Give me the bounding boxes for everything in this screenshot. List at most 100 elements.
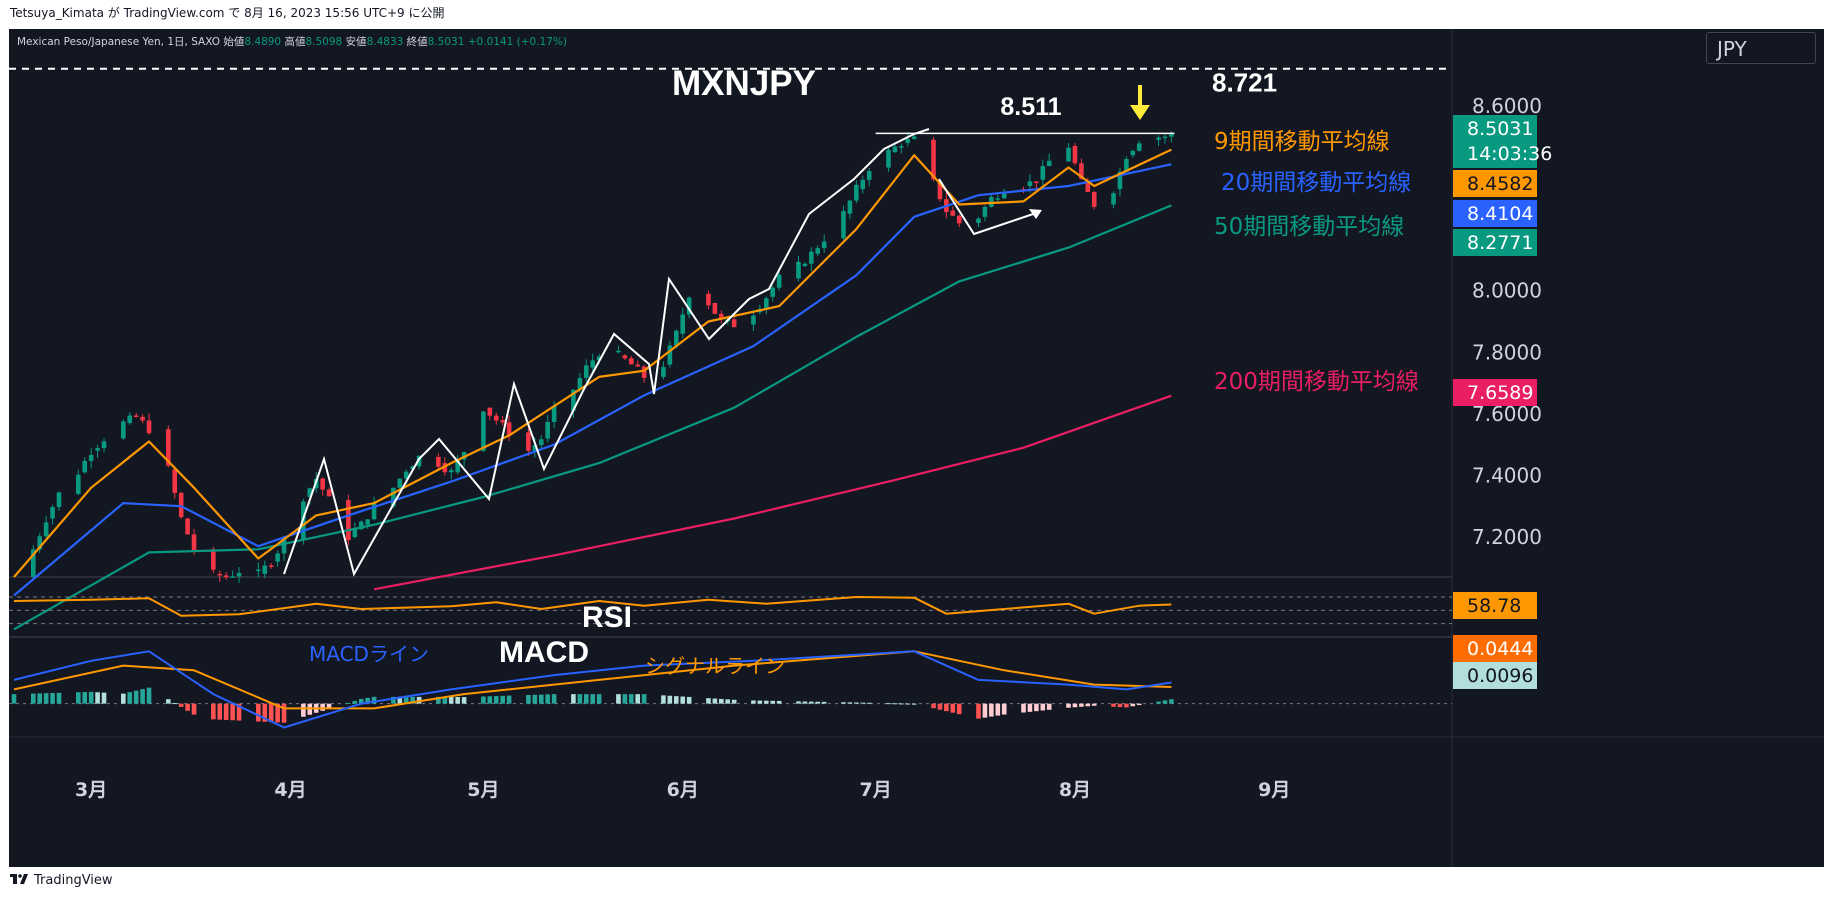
- candle: [37, 536, 43, 550]
- candle: [847, 200, 853, 214]
- ma9-line: [13, 148, 1172, 578]
- histogram-bar: [256, 703, 261, 722]
- candle: [236, 572, 242, 577]
- histogram-bar: [622, 694, 628, 704]
- candle: [101, 441, 107, 449]
- candle: [346, 500, 351, 541]
- rsi-value-badge: 58.78: [1467, 595, 1521, 617]
- candle: [937, 182, 943, 200]
- candle: [121, 421, 126, 439]
- histogram-bar: [236, 703, 242, 721]
- histogram-bar: [989, 703, 994, 717]
- candle: [667, 345, 673, 365]
- chart-canvas[interactable]: 8.7218.60008.00007.80007.60007.40007.200…: [9, 29, 1824, 867]
- candle: [976, 218, 981, 223]
- candle: [802, 263, 808, 267]
- histogram-bar: [751, 700, 756, 704]
- histogram-bar: [911, 703, 917, 705]
- candle: [416, 455, 422, 467]
- candles: [30, 131, 1174, 583]
- histogram-bar: [493, 696, 499, 704]
- histogram-bar: [545, 694, 550, 704]
- candle: [185, 518, 190, 535]
- histogram-bar: [635, 694, 641, 704]
- time-tick-label: 4月: [274, 779, 306, 801]
- rsi-line: [13, 596, 1172, 617]
- histogram-bar: [191, 703, 197, 715]
- candle: [365, 519, 370, 525]
- candle: [88, 454, 94, 461]
- ma9-label: 9期間移動平均線: [1214, 129, 1390, 155]
- candle: [166, 429, 171, 466]
- histogram-bar: [841, 702, 846, 704]
- histogram-bar: [1079, 703, 1084, 707]
- candle: [211, 549, 216, 570]
- histogram-bar: [506, 695, 512, 704]
- down-arrow-icon: [1130, 85, 1150, 120]
- close-label: 終値: [406, 36, 428, 48]
- candle: [571, 389, 576, 411]
- histogram-bar: [346, 702, 351, 704]
- histogram-bar: [944, 703, 949, 712]
- histogram-bar: [391, 696, 396, 704]
- histogram-bar: [1034, 703, 1039, 712]
- histogram-bar: [481, 696, 486, 704]
- candle: [892, 146, 898, 153]
- histogram-bar: [725, 699, 731, 704]
- candle: [95, 448, 100, 451]
- candle: [275, 553, 280, 562]
- candle: [268, 565, 274, 567]
- signal-line: [13, 650, 1172, 710]
- arrow-head-icon: [1029, 209, 1042, 219]
- change-value: +0.0141 (+0.17%): [467, 36, 567, 48]
- high-label: 高値: [284, 36, 306, 48]
- candle: [256, 569, 261, 572]
- ma50-price-badge-bg: [1453, 229, 1537, 256]
- histogram-bar: [590, 694, 595, 704]
- candle: [172, 469, 178, 493]
- histogram-bar: [860, 702, 866, 704]
- histogram-bar: [436, 696, 441, 704]
- price-tick-label: 8.0000: [1472, 279, 1542, 303]
- macd-value-badge: 0.0444: [1467, 638, 1533, 660]
- chart-panel[interactable]: 8.721 8.6000 8.0000 7.8000 7.6000 7.4000 7.200…: [9, 29, 1824, 867]
- candle: [1079, 163, 1084, 179]
- histogram-bar: [796, 701, 801, 704]
- currency-selector[interactable]: JPY: [1706, 32, 1816, 64]
- candle: [1072, 145, 1078, 164]
- candle: [320, 478, 325, 490]
- candle: [526, 432, 531, 451]
- histogram-bar: [88, 691, 94, 704]
- histogram-bar: [268, 703, 274, 723]
- histogram-bar: [892, 703, 898, 705]
- histogram-bar: [95, 692, 100, 704]
- histogram-bar: [538, 694, 544, 704]
- candle: [223, 575, 229, 578]
- histogram-bar: [146, 687, 152, 704]
- histogram-value-badge: 0.0096: [1467, 665, 1533, 687]
- histogram-bar: [956, 703, 962, 715]
- low-label: 安値: [345, 36, 367, 48]
- histogram-bar: [854, 702, 859, 704]
- histogram-bar: [50, 693, 55, 704]
- histogram-bar: [1001, 703, 1007, 715]
- histogram-bar: [686, 696, 692, 704]
- histogram-bar: [371, 696, 377, 704]
- candle: [590, 360, 595, 368]
- histogram-bar: [455, 696, 460, 704]
- candle: [397, 478, 403, 488]
- histogram-bar: [56, 692, 62, 704]
- candle: [30, 549, 36, 577]
- histogram-bar: [680, 696, 686, 704]
- candle: [371, 503, 377, 520]
- candle: [532, 445, 538, 451]
- histogram-bar: [140, 689, 145, 704]
- candle: [635, 364, 641, 367]
- current-price-badge-countdown: 14:03:36: [1467, 143, 1552, 165]
- histogram-bar: [365, 697, 370, 704]
- candle: [712, 303, 718, 314]
- ma20-label: 20期間移動平均線: [1221, 170, 1411, 196]
- histogram-bar: [326, 703, 332, 709]
- symbol-name: Mexican Peso/Japanese Yen, 1日, SAXO: [17, 36, 221, 48]
- price-tick-label: 7.2000: [1472, 525, 1542, 549]
